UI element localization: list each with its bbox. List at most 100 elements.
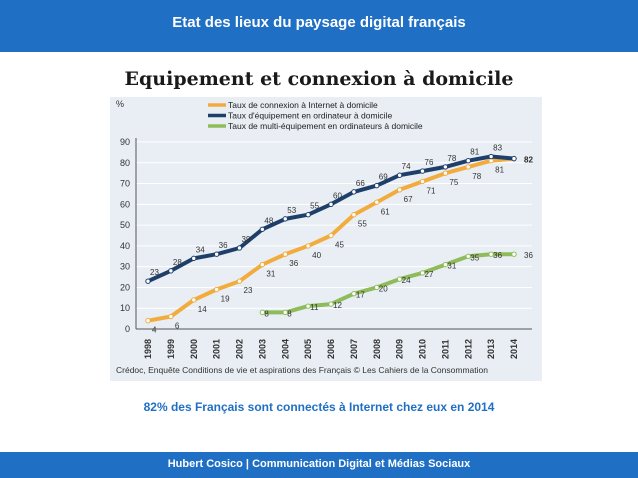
data-point: [442, 261, 449, 268]
data-point: [396, 172, 403, 178]
data-label: 24: [402, 276, 411, 285]
legend-entry: Taux de multi-équipement en ordinateurs …: [228, 121, 423, 131]
footer-text: Hubert Cosico | Communication Digital et…: [167, 458, 471, 470]
data-point: [168, 313, 174, 320]
data-point: [145, 317, 151, 324]
data-point: [145, 278, 151, 284]
x-tick-label: 2001: [212, 339, 222, 359]
data-label: 74: [402, 162, 411, 171]
data-point: [442, 164, 449, 170]
data-label: 31: [447, 262, 456, 271]
data-point: [305, 303, 311, 309]
data-point: [465, 158, 471, 164]
data-label: 36: [493, 251, 502, 260]
data-label: 35: [470, 253, 479, 262]
data-point: [465, 253, 471, 259]
data-label: 71: [427, 186, 436, 195]
data-point: [351, 290, 357, 297]
data-label: 28: [173, 258, 182, 267]
data-point: [374, 199, 380, 205]
data-label: 27: [425, 270, 434, 279]
chart-container: % 0 10 20 30 40 50 60 70 80 90 1998 1999 2000 2001 2002…: [110, 97, 542, 381]
data-point: [374, 182, 380, 189]
banner-title: Etat des lieux du paysage digital frança…: [172, 14, 466, 31]
y-tick-label: 40: [120, 241, 130, 251]
data-label: 23: [244, 286, 253, 295]
data-label: 81: [495, 166, 504, 175]
x-tick-label: 2014: [509, 339, 519, 359]
y-axis-label: %: [116, 99, 124, 109]
x-tick-label: 2008: [372, 339, 382, 359]
data-label: 55: [310, 202, 319, 211]
footer-banner: Hubert Cosico | Communication Digital et…: [0, 452, 638, 478]
data-point: [419, 270, 426, 276]
data-label: 40: [312, 251, 321, 260]
data-point: [213, 251, 220, 257]
data-point: [328, 301, 334, 307]
y-tick-label: 70: [120, 179, 130, 189]
legend-entry: Taux de connexion à Internet à domicile: [228, 100, 378, 110]
data-label: 11: [310, 303, 319, 312]
data-point: [236, 245, 243, 251]
data-label: 67: [404, 195, 413, 204]
data-label: 8: [287, 309, 292, 318]
y-tick-label: 0: [125, 324, 130, 334]
data-point: [282, 309, 288, 316]
chart-source: Crédoc, Enquête Conditions de vie et asp…: [116, 365, 488, 375]
data-label: 39: [242, 235, 251, 244]
data-point: [351, 212, 357, 218]
legend-entry: Taux d'équipement en ordinateur à domici…: [228, 111, 392, 121]
data-label: 23: [150, 268, 159, 277]
data-label: 34: [196, 245, 205, 254]
data-label: 61: [381, 207, 390, 216]
x-tick-label: 1998: [143, 339, 153, 359]
data-label: 36: [289, 259, 298, 268]
data-label: 75: [449, 178, 458, 187]
data-point: [396, 276, 403, 282]
data-point: [305, 243, 311, 249]
x-tick-label: 2007: [349, 339, 359, 359]
data-label: 78: [472, 172, 481, 181]
data-point: [236, 278, 243, 284]
x-tick-label: 2006: [326, 339, 336, 359]
data-point: [305, 212, 311, 218]
x-tick-label: 2003: [257, 339, 267, 359]
y-tick-label: 60: [120, 199, 130, 209]
data-label: 76: [425, 158, 434, 167]
data-point: [168, 268, 174, 274]
data-label: 69: [379, 173, 388, 182]
x-tick-label: 1999: [166, 339, 176, 359]
data-label: 31: [266, 270, 275, 279]
data-label: 14: [198, 305, 207, 314]
data-point: [488, 251, 494, 257]
y-tick-label: 80: [120, 158, 130, 168]
data-point: [191, 255, 197, 262]
x-tick-label: 2011: [440, 339, 450, 359]
data-label: 12: [333, 301, 342, 310]
series-line: [146, 154, 516, 284]
data-label: 8: [264, 309, 269, 318]
x-tick-label: 2009: [395, 339, 405, 359]
data-point: [465, 164, 471, 170]
data-point: [259, 226, 266, 232]
data-point: [351, 189, 357, 195]
data-label: 66: [356, 179, 365, 188]
data-point: [328, 201, 334, 208]
data-point: [282, 216, 288, 222]
data-point: [511, 155, 517, 162]
x-tick-label: 2000: [189, 339, 199, 359]
y-tick-label: 90: [120, 137, 130, 147]
data-point: [442, 170, 449, 176]
data-label: 19: [221, 295, 230, 304]
data-point: [328, 232, 334, 239]
data-label: 82: [524, 156, 533, 165]
data-label: 60: [333, 191, 342, 200]
data-point: [488, 153, 494, 160]
data-point: [213, 286, 220, 293]
top-banner: Etat des lieux du paysage digital frança…: [0, 0, 638, 52]
x-tick-label: 2005: [303, 339, 313, 359]
data-label: 6: [175, 322, 180, 331]
data-label: 81: [470, 148, 479, 157]
line-chart: % 0 10 20 30 40 50 60 70 80 90 1998 1999 2000 2001 2002…: [116, 99, 533, 375]
x-tick-label: 2002: [235, 339, 245, 359]
